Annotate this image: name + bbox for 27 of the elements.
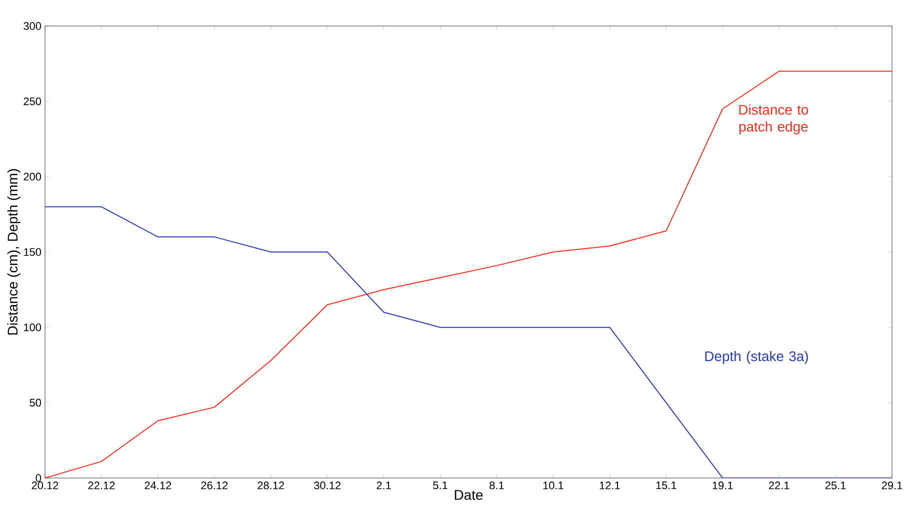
x-tick-label: 22.1 xyxy=(768,482,790,490)
x-tick-label: 24.12 xyxy=(144,482,172,490)
x-tick-label: 10.1 xyxy=(543,482,564,490)
x-tick-label: 15.1 xyxy=(656,482,676,490)
x-tick-label: 8.1 xyxy=(490,482,504,490)
x-axis-title: Date xyxy=(454,490,483,500)
x-tick-label: 5.1 xyxy=(433,482,448,490)
x-tick-label: 2.1 xyxy=(376,482,391,490)
x-tick-label: 30.12 xyxy=(314,482,340,490)
x-tick-label: 28.12 xyxy=(258,482,284,490)
x-tick-label: 12.1 xyxy=(600,482,620,490)
x-tick-label: 20.12 xyxy=(32,482,58,490)
x-tick-label: 25.1 xyxy=(825,482,846,490)
y-tick-label: 200 xyxy=(24,172,42,181)
y-tick-label: 300 xyxy=(24,22,42,30)
y-tick-label: 150 xyxy=(24,248,42,256)
y-axis-title: Distance (cm), Depth (mm) xyxy=(7,169,20,335)
x-tick-label: 22.12 xyxy=(88,482,115,490)
y-tick-label: 100 xyxy=(24,323,42,332)
text: Depth (stake 3a) xyxy=(705,350,808,364)
series-label: Distance to patch edge xyxy=(739,104,808,134)
y-tick-label: 250 xyxy=(24,97,42,106)
y-tick-label: 50 xyxy=(30,398,42,407)
x-tick-label: 19.1 xyxy=(712,482,733,490)
x-tick-label: 26.12 xyxy=(201,482,228,490)
x-tick-label: 29.1 xyxy=(882,482,902,490)
y-tick-label: 0 xyxy=(36,474,42,482)
